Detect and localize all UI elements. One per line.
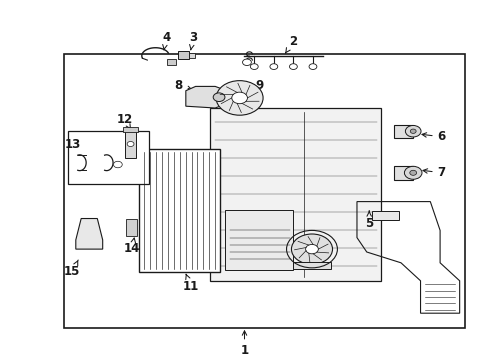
Bar: [371, 211, 398, 220]
Circle shape: [216, 81, 263, 115]
Circle shape: [409, 170, 416, 175]
Circle shape: [405, 126, 420, 137]
Circle shape: [242, 59, 251, 66]
Bar: [189, 53, 195, 58]
Text: 9: 9: [247, 79, 263, 92]
Bar: [122, 127, 138, 132]
Text: 4: 4: [162, 31, 170, 50]
Bar: [178, 51, 189, 59]
Circle shape: [289, 64, 297, 69]
Text: 1: 1: [240, 331, 248, 357]
Text: 14: 14: [123, 238, 140, 255]
Circle shape: [404, 166, 421, 179]
Circle shape: [409, 129, 415, 134]
Text: 12: 12: [116, 113, 133, 129]
Bar: [393, 125, 412, 138]
Circle shape: [269, 64, 277, 69]
Text: 15: 15: [64, 260, 81, 278]
Bar: [139, 149, 220, 272]
Text: 7: 7: [422, 166, 445, 179]
Bar: [224, 210, 293, 270]
Circle shape: [250, 64, 258, 69]
Circle shape: [113, 161, 122, 168]
Polygon shape: [185, 86, 229, 108]
Text: 5: 5: [365, 211, 372, 230]
Text: 8: 8: [174, 79, 191, 92]
Bar: [166, 59, 175, 65]
Text: 10: 10: [306, 252, 323, 269]
Bar: [210, 108, 381, 281]
Circle shape: [308, 64, 316, 69]
Circle shape: [291, 234, 332, 264]
Text: 6: 6: [421, 130, 445, 143]
Text: 13: 13: [64, 138, 81, 151]
Text: 2: 2: [285, 35, 297, 53]
Bar: [293, 262, 330, 269]
Text: 3: 3: [189, 31, 197, 50]
Text: 11: 11: [182, 274, 199, 293]
Bar: [124, 131, 136, 158]
Circle shape: [231, 92, 247, 104]
Circle shape: [127, 141, 134, 147]
Polygon shape: [76, 219, 102, 249]
Bar: [393, 166, 412, 180]
Circle shape: [213, 93, 224, 102]
Circle shape: [305, 244, 318, 254]
Bar: [63, 54, 464, 328]
Bar: [68, 131, 149, 184]
Bar: [126, 219, 137, 236]
